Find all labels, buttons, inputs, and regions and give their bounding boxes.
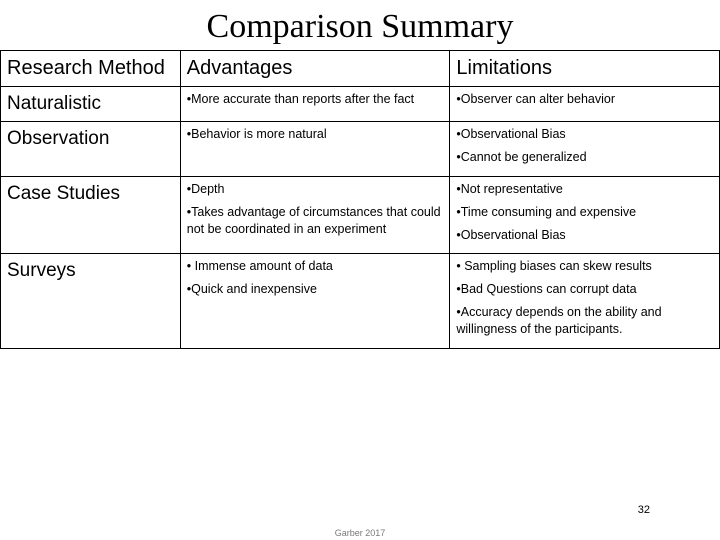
bullet-item: •Bad Questions can corrupt data bbox=[456, 281, 713, 298]
method-cell: Surveys bbox=[1, 254, 181, 349]
bullet-item: • Sampling biases can skew results bbox=[456, 258, 713, 275]
bullet-item: •Observational Bias bbox=[456, 126, 713, 143]
table-row: Surveys • Immense amount of data •Quick an… bbox=[1, 254, 720, 349]
slide-title: Comparison Summary bbox=[0, 0, 720, 50]
table-row: Naturalistic •More accurate than reports … bbox=[1, 87, 720, 122]
advantages-cell: •More accurate than reports after the fa… bbox=[180, 87, 450, 122]
comparison-table: Research Method Advantages Limitations N… bbox=[0, 50, 720, 349]
bullet-item: •More accurate than reports after the fa… bbox=[187, 91, 444, 108]
bullet-item: •Observer can alter behavior bbox=[456, 91, 713, 108]
method-cell: Case Studies bbox=[1, 176, 181, 254]
slide-number: 32 bbox=[638, 504, 650, 516]
bullet-item: •Behavior is more natural bbox=[187, 126, 444, 143]
bullet-item: •Time consuming and expensive bbox=[456, 204, 713, 221]
limitations-cell: •Observational Bias •Cannot be generalize… bbox=[450, 122, 720, 177]
advantages-cell: • Immense amount of data •Quick and inexp… bbox=[180, 254, 450, 349]
header-method: Research Method bbox=[1, 51, 181, 87]
bullet-item: •Accuracy depends on the ability and wil… bbox=[456, 304, 713, 338]
bullet-item: •Depth bbox=[187, 181, 444, 198]
bullet-item: •Not representative bbox=[456, 181, 713, 198]
bullet-item: •Quick and inexpensive bbox=[187, 281, 444, 298]
limitations-cell: •Observer can alter behavior bbox=[450, 87, 720, 122]
bullet-item: •Takes advantage of circumstances that c… bbox=[187, 204, 444, 238]
advantages-cell: •Depth •Takes advantage of circumstances … bbox=[180, 176, 450, 254]
advantages-cell: •Behavior is more natural bbox=[180, 122, 450, 177]
bullet-item: • Immense amount of data bbox=[187, 258, 444, 275]
method-cell: Naturalistic bbox=[1, 87, 181, 122]
footer-credit: Garber 2017 bbox=[335, 528, 386, 538]
method-cell: Observation bbox=[1, 122, 181, 177]
table-row: Observation •Behavior is more natural •Obs… bbox=[1, 122, 720, 177]
header-limitations: Limitations bbox=[450, 51, 720, 87]
limitations-cell: • Sampling biases can skew results •Bad Q… bbox=[450, 254, 720, 349]
bullet-item: •Observational Bias bbox=[456, 227, 713, 244]
table-body: Naturalistic •More accurate than reports … bbox=[1, 87, 720, 349]
table-row: Case Studies •Depth •Takes advantage of ci… bbox=[1, 176, 720, 254]
bullet-item: •Cannot be generalized bbox=[456, 149, 713, 166]
header-advantages: Advantages bbox=[180, 51, 450, 87]
table-header-row: Research Method Advantages Limitations bbox=[1, 51, 720, 87]
limitations-cell: •Not representative •Time consuming and e… bbox=[450, 176, 720, 254]
